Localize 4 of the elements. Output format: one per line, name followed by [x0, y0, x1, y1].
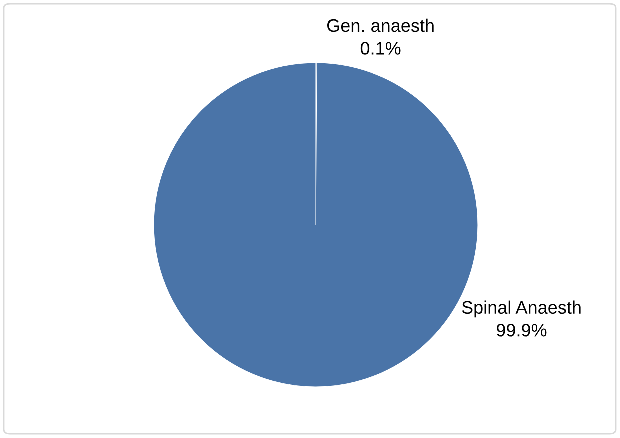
slice-label: Spinal Anaesth [462, 300, 581, 318]
slice-label: Gen. anaesth [328, 18, 434, 32]
data-label: 99.9% [496, 324, 547, 337]
data-label: 0.1% [360, 42, 401, 55]
